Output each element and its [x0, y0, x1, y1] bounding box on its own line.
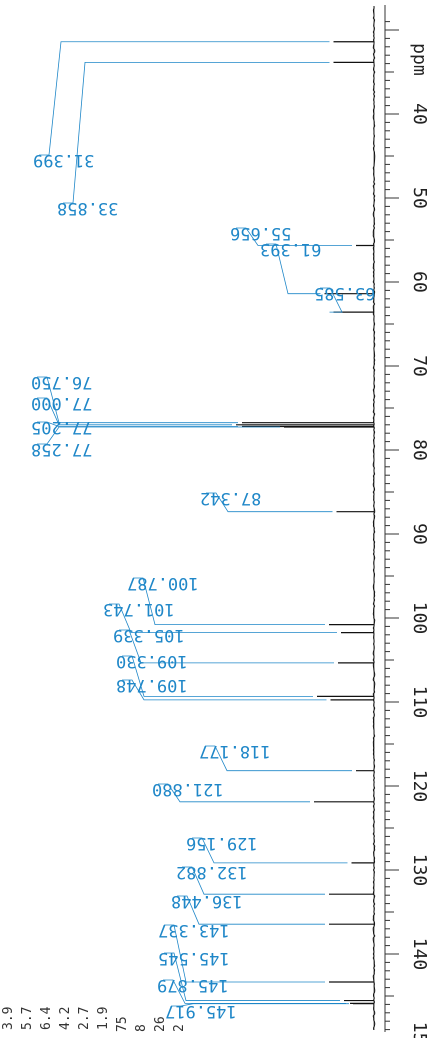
peak-leader-line	[37, 426, 280, 445]
peak-leader-line	[192, 837, 348, 864]
peak-label: 77.000	[31, 393, 92, 413]
peak-label: 118.177	[199, 741, 271, 761]
peak-leader-line	[236, 227, 352, 246]
peak-label: 87.342	[200, 488, 261, 508]
peak-label: 145.545	[158, 948, 230, 968]
axis-tick-label: 140	[409, 938, 430, 971]
peak-leader-line	[158, 783, 310, 803]
peak-leader-line	[320, 287, 343, 313]
integral-label: 75	[115, 1016, 130, 1032]
integral-label: 2	[172, 1024, 187, 1032]
axis-tick-label: 120	[409, 770, 430, 803]
integral-label: 26	[153, 1016, 168, 1032]
peak-leader-line	[39, 41, 330, 156]
peak-leader-line	[119, 629, 334, 664]
peak-label: 33.858	[57, 198, 118, 218]
peak-label: 109.748	[116, 675, 188, 695]
peak-leader-line	[164, 924, 325, 983]
peak-leader-line	[133, 577, 325, 626]
integral-label: 8	[134, 1024, 149, 1032]
axis-tick-label: 80	[409, 439, 430, 461]
peak-label: 143.337	[158, 920, 230, 940]
axis-tick-label: 100	[409, 602, 430, 635]
peak-leader-line	[37, 397, 232, 426]
integral-label: 2.7	[77, 1007, 92, 1030]
peak-label: 105.339	[113, 625, 185, 645]
peak-label: 31.399	[33, 150, 94, 170]
peak-leader-line	[63, 62, 330, 204]
peak-leader-line	[206, 492, 333, 513]
peak-leader-line	[37, 421, 238, 427]
peak-label: 145.879	[157, 975, 229, 995]
peak-label: 76.750	[31, 372, 92, 392]
axis-tick-label: 110	[409, 686, 430, 719]
axis-tick-label: 60	[409, 271, 430, 293]
peak-label: 77.258	[31, 439, 92, 459]
axis-tick-label: 40	[409, 103, 430, 125]
peak-label: 129.156	[186, 833, 258, 853]
peak-leader-line	[177, 895, 325, 925]
peak-leader-line	[171, 1003, 349, 1007]
peak-leader-line	[205, 745, 352, 772]
peak-leader-line	[122, 679, 327, 701]
peak-label: 132.882	[176, 862, 248, 882]
integral-label: 4.2	[58, 1007, 73, 1030]
axis-unit-label: ppm	[409, 43, 430, 76]
integral-label: 1.9	[96, 1007, 111, 1030]
axis-tick-label: 130	[409, 854, 430, 887]
axis-tick-label: 90	[409, 523, 430, 545]
peak-label: 61.393	[260, 239, 321, 259]
peak-labels: 31.39933.85855.65661.39363.58576.75077.0…	[31, 41, 375, 1021]
ppm-axis: 40 50 60 70 80 90 100 110 120 130 140 150	[384, 5, 430, 1038]
peak-label: 109.330	[116, 651, 188, 671]
integral-label: 3.9	[1, 1007, 16, 1030]
integral-labels: 3.9 5.7 6.4 4.2 2.7 1.9 75 8 26 2	[1, 1006, 187, 1032]
peak-leader-line	[266, 243, 321, 295]
peak-leader-line	[122, 655, 313, 697]
peak-leader-line	[109, 603, 337, 634]
peak-label: 63.585	[314, 283, 375, 303]
peak-leader-line	[182, 866, 325, 895]
peak-label: 136.448	[171, 891, 243, 911]
peak-leader-line	[37, 376, 238, 424]
integral-label: 6.4	[39, 1006, 54, 1030]
peaks	[236, 5, 376, 1031]
axis-tick-label: 150	[409, 1022, 430, 1038]
peak-label: 100.787	[127, 573, 199, 593]
peak-label: 121.880	[152, 779, 224, 799]
axis-tick-label: 70	[409, 355, 430, 377]
peak-label: 101.743	[103, 599, 175, 619]
axis-tick-label: 50	[409, 187, 430, 209]
integral-label: 5.7	[20, 1007, 35, 1030]
peak-leader-line	[164, 952, 340, 1001]
